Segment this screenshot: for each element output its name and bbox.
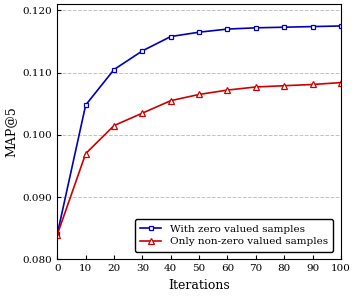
- With zero valued samples: [55, 232, 60, 236]
- Only non-zero valued samples: [55, 233, 60, 236]
- Only non-zero valued samples: [112, 124, 116, 127]
- Only non-zero valued samples: [310, 83, 315, 86]
- Only non-zero valued samples: [282, 84, 286, 88]
- Only non-zero valued samples: [83, 152, 88, 155]
- With zero valued samples: [197, 30, 201, 34]
- With zero valued samples: [282, 25, 286, 29]
- Only non-zero valued samples: [225, 88, 230, 92]
- Legend: With zero valued samples, Only non-zero valued samples: With zero valued samples, Only non-zero …: [135, 219, 333, 252]
- Only non-zero valued samples: [169, 99, 173, 102]
- With zero valued samples: [169, 35, 173, 38]
- Only non-zero valued samples: [339, 81, 343, 84]
- With zero valued samples: [339, 24, 343, 28]
- With zero valued samples: [254, 26, 258, 30]
- X-axis label: Iterations: Iterations: [168, 279, 230, 292]
- Only non-zero valued samples: [254, 85, 258, 89]
- Only non-zero valued samples: [140, 111, 144, 115]
- With zero valued samples: [225, 27, 230, 31]
- With zero valued samples: [310, 25, 315, 28]
- With zero valued samples: [140, 49, 144, 53]
- Line: Only non-zero valued samples: Only non-zero valued samples: [55, 80, 344, 237]
- With zero valued samples: [112, 68, 116, 71]
- Y-axis label: MAP@5: MAP@5: [4, 107, 17, 157]
- Only non-zero valued samples: [197, 93, 201, 96]
- Line: With zero valued samples: With zero valued samples: [55, 23, 343, 236]
- With zero valued samples: [83, 103, 88, 107]
